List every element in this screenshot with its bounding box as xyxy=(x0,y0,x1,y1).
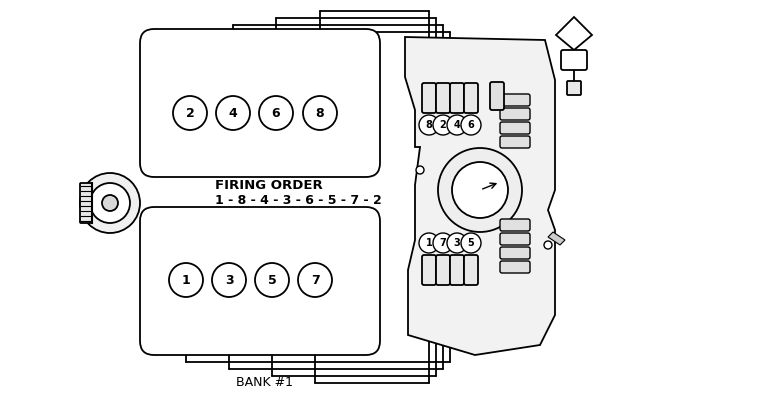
FancyBboxPatch shape xyxy=(464,255,478,285)
Circle shape xyxy=(461,233,481,253)
Circle shape xyxy=(461,115,481,135)
FancyBboxPatch shape xyxy=(490,82,504,110)
Circle shape xyxy=(216,96,250,130)
Text: 4: 4 xyxy=(454,120,460,130)
FancyBboxPatch shape xyxy=(500,108,530,120)
Text: 8: 8 xyxy=(426,120,432,130)
Text: 7: 7 xyxy=(440,238,446,248)
Circle shape xyxy=(80,173,140,233)
Circle shape xyxy=(419,233,439,253)
Text: BANK #1: BANK #1 xyxy=(236,376,293,389)
Text: 5: 5 xyxy=(268,273,276,286)
Text: 3: 3 xyxy=(225,273,233,286)
Circle shape xyxy=(416,166,424,174)
Circle shape xyxy=(419,115,439,135)
FancyBboxPatch shape xyxy=(436,255,450,285)
FancyBboxPatch shape xyxy=(561,50,587,70)
FancyBboxPatch shape xyxy=(500,94,530,106)
FancyBboxPatch shape xyxy=(422,255,436,285)
Text: 6: 6 xyxy=(468,120,474,130)
Circle shape xyxy=(433,115,453,135)
Text: 1: 1 xyxy=(182,273,190,286)
Circle shape xyxy=(544,241,552,249)
FancyBboxPatch shape xyxy=(500,219,530,231)
Circle shape xyxy=(303,96,337,130)
Text: 7: 7 xyxy=(310,273,319,286)
Text: 3: 3 xyxy=(454,238,460,248)
Text: 1 - 8 - 4 - 3 - 6 - 5 - 7 - 2: 1 - 8 - 4 - 3 - 6 - 5 - 7 - 2 xyxy=(215,194,381,207)
Circle shape xyxy=(298,263,332,297)
FancyBboxPatch shape xyxy=(450,255,464,285)
Circle shape xyxy=(173,96,207,130)
FancyBboxPatch shape xyxy=(500,136,530,148)
FancyBboxPatch shape xyxy=(567,81,581,95)
Text: 5: 5 xyxy=(468,238,474,248)
Circle shape xyxy=(447,115,467,135)
FancyBboxPatch shape xyxy=(80,183,92,223)
FancyBboxPatch shape xyxy=(450,83,464,113)
FancyBboxPatch shape xyxy=(500,247,530,259)
Circle shape xyxy=(102,195,118,211)
Circle shape xyxy=(438,148,522,232)
Text: 6: 6 xyxy=(271,107,280,120)
Circle shape xyxy=(90,183,130,223)
Circle shape xyxy=(259,96,293,130)
FancyBboxPatch shape xyxy=(464,83,478,113)
FancyBboxPatch shape xyxy=(500,261,530,273)
Text: 4: 4 xyxy=(229,107,237,120)
Text: 2: 2 xyxy=(186,107,194,120)
Circle shape xyxy=(447,233,467,253)
Circle shape xyxy=(212,263,246,297)
Polygon shape xyxy=(556,17,592,50)
Circle shape xyxy=(255,263,289,297)
FancyBboxPatch shape xyxy=(500,122,530,134)
Circle shape xyxy=(169,263,203,297)
FancyBboxPatch shape xyxy=(422,83,436,113)
Text: 2: 2 xyxy=(440,120,446,130)
Text: 1: 1 xyxy=(426,238,432,248)
FancyBboxPatch shape xyxy=(500,233,530,245)
Text: FIRING ORDER: FIRING ORDER xyxy=(215,179,323,192)
Circle shape xyxy=(452,162,508,218)
Circle shape xyxy=(433,233,453,253)
Text: 8: 8 xyxy=(316,107,324,120)
FancyBboxPatch shape xyxy=(140,207,380,355)
Polygon shape xyxy=(405,37,555,355)
Polygon shape xyxy=(548,232,565,245)
FancyBboxPatch shape xyxy=(436,83,450,113)
FancyBboxPatch shape xyxy=(140,29,380,177)
